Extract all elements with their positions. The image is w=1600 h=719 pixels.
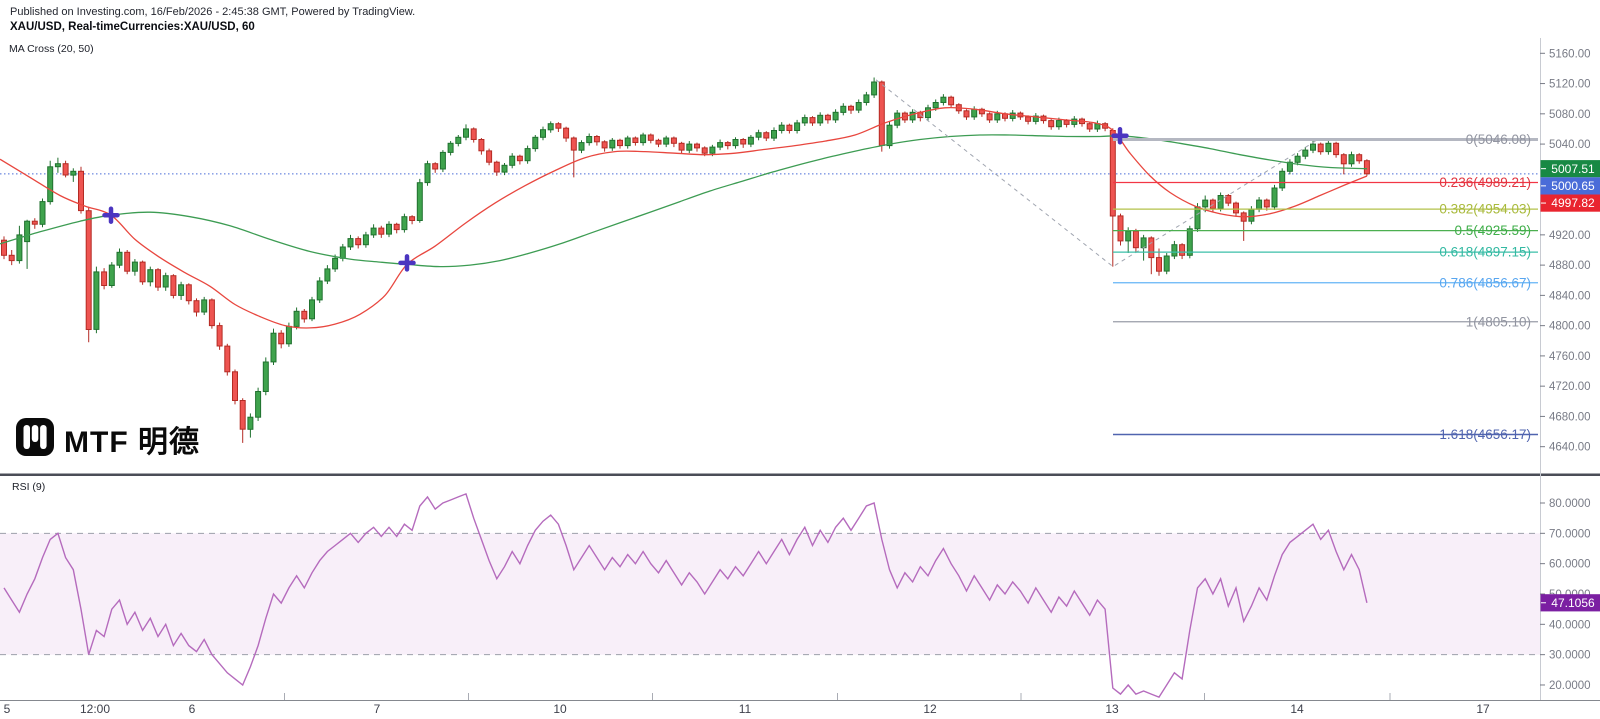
fib-retracement[interactable]: 0(5046.08) 0.236(4989.21) 0.382(4954.03) 0.…: [1113, 132, 1538, 442]
svg-text:70.0000: 70.0000: [1549, 528, 1591, 540]
svg-text:0.236(4989.21): 0.236(4989.21): [1439, 175, 1531, 190]
svg-text:10: 10: [553, 702, 567, 716]
svg-text:5160.00: 5160.00: [1549, 48, 1591, 60]
svg-text:5120.00: 5120.00: [1549, 79, 1591, 91]
rsi-indicator-label: RSI (9): [12, 481, 46, 493]
svg-text:4720.00: 4720.00: [1549, 381, 1591, 393]
svg-text:13: 13: [1105, 702, 1119, 716]
svg-text:5007.51: 5007.51: [1551, 162, 1595, 176]
svg-text:14: 14: [1290, 702, 1304, 716]
svg-text:0.618(4897.15): 0.618(4897.15): [1439, 245, 1531, 260]
svg-text:4840.00: 4840.00: [1549, 290, 1591, 302]
brand-name: MTF 明德: [64, 426, 200, 459]
price-badges: 5007.51 5000.65 4997.82: [1540, 160, 1600, 212]
svg-text:0.786(4856.67): 0.786(4856.67): [1439, 275, 1531, 290]
svg-text:60.0000: 60.0000: [1549, 559, 1591, 571]
svg-text:4920.00: 4920.00: [1549, 230, 1591, 242]
svg-text:0.382(4954.03): 0.382(4954.03): [1439, 202, 1531, 217]
svg-text:0.5(4925.59): 0.5(4925.59): [1454, 223, 1531, 238]
mtf-logo-icon: [15, 418, 55, 459]
brand-logo: MTF 明德: [15, 417, 200, 461]
svg-text:12:00: 12:00: [80, 702, 110, 716]
ma-cross-indicator-label: MA Cross (20, 50): [9, 43, 94, 55]
svg-text:11: 11: [739, 702, 752, 716]
rsi-badge: 47.1056: [1540, 594, 1600, 612]
candles-layer: [1, 77, 1370, 443]
svg-text:4880.00: 4880.00: [1549, 260, 1591, 272]
svg-text:5080.00: 5080.00: [1549, 109, 1591, 121]
svg-text:1(4805.10): 1(4805.10): [1466, 314, 1531, 329]
svg-text:4800.00: 4800.00: [1549, 321, 1591, 333]
svg-text:12: 12: [923, 702, 937, 716]
svg-text:4760.00: 4760.00: [1549, 351, 1591, 363]
svg-text:4680.00: 4680.00: [1549, 411, 1591, 423]
svg-text:80.0000: 80.0000: [1549, 498, 1591, 510]
svg-text:5040.00: 5040.00: [1549, 139, 1591, 151]
svg-text:0(5046.08): 0(5046.08): [1466, 132, 1531, 147]
svg-text:17: 17: [1476, 702, 1490, 716]
rsi-line: [3, 492, 1368, 698]
ma-cross-markers: [102, 127, 1129, 272]
svg-text:30.0000: 30.0000: [1549, 650, 1591, 662]
chart-header: Published on Investing.com, 16/Feb/2026 …: [10, 5, 415, 34]
svg-text:7: 7: [374, 702, 381, 716]
published-line: Published on Investing.com, 16/Feb/2026 …: [10, 6, 416, 18]
time-axis[interactable]: 5 12:00 6 7 10 11 12 13 14 17: [4, 693, 1490, 716]
svg-text:20.0000: 20.0000: [1549, 680, 1591, 692]
ma20-line: [0, 106, 1368, 329]
rsi-band: [0, 532, 1540, 656]
svg-text:6: 6: [189, 702, 196, 716]
svg-text:47.1056: 47.1056: [1551, 596, 1595, 610]
svg-text:1.618(4656.17): 1.618(4656.17): [1439, 427, 1531, 442]
svg-text:5000.65: 5000.65: [1551, 179, 1595, 193]
ma50-line: [0, 134, 1368, 268]
svg-text:40.0000: 40.0000: [1549, 619, 1591, 631]
symbol-title: XAU/USD, Real-timeCurrencies:XAU/USD, 60: [10, 21, 255, 33]
svg-text:4640.00: 4640.00: [1549, 442, 1591, 454]
price-axis[interactable]: 5160.00 5120.00 5080.00 5040.00 4920.00 4880.…: [1540, 48, 1591, 454]
panel-separator[interactable]: [0, 473, 1600, 477]
svg-text:4997.82: 4997.82: [1551, 196, 1595, 210]
svg-text:5: 5: [4, 702, 11, 716]
